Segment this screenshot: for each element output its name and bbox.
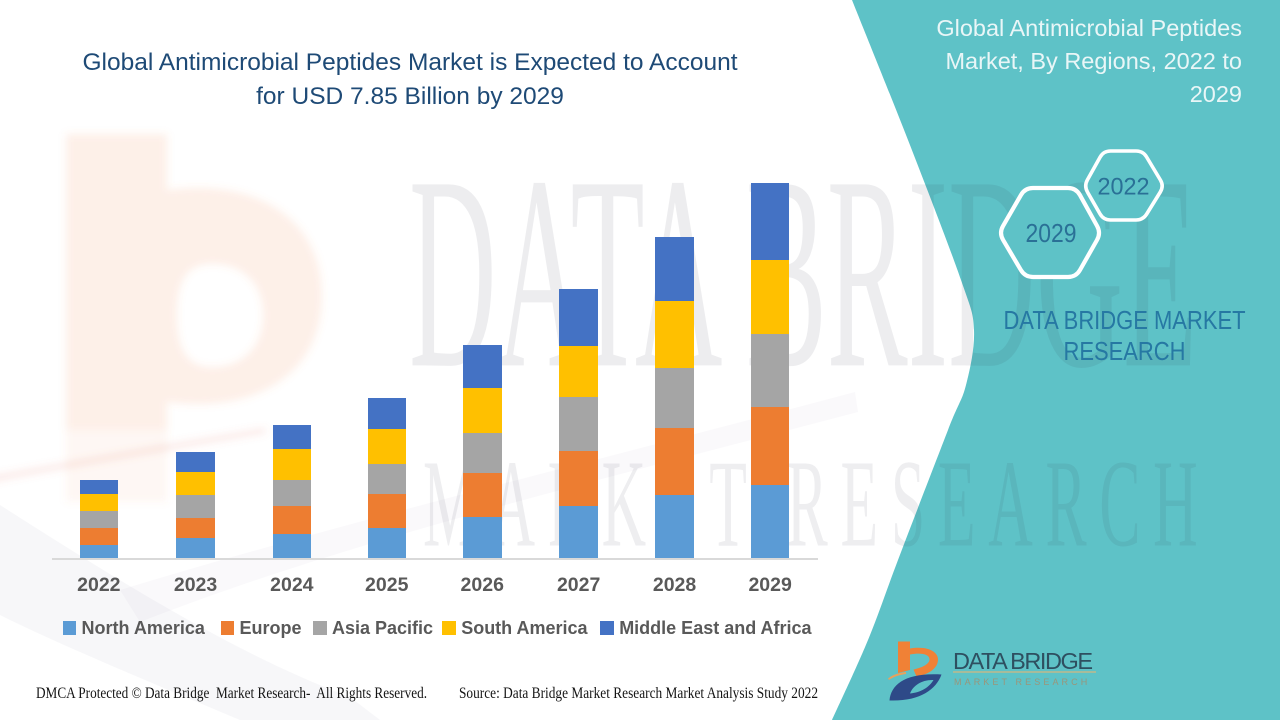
svg-text:2022: 2022 xyxy=(1098,174,1150,201)
svg-text:2029: 2029 xyxy=(1026,218,1077,248)
svg-text:DATA BRIDGE: DATA BRIDGE xyxy=(953,648,1093,674)
svg-text:MARKET RESEARCH: MARKET RESEARCH xyxy=(954,677,1090,687)
